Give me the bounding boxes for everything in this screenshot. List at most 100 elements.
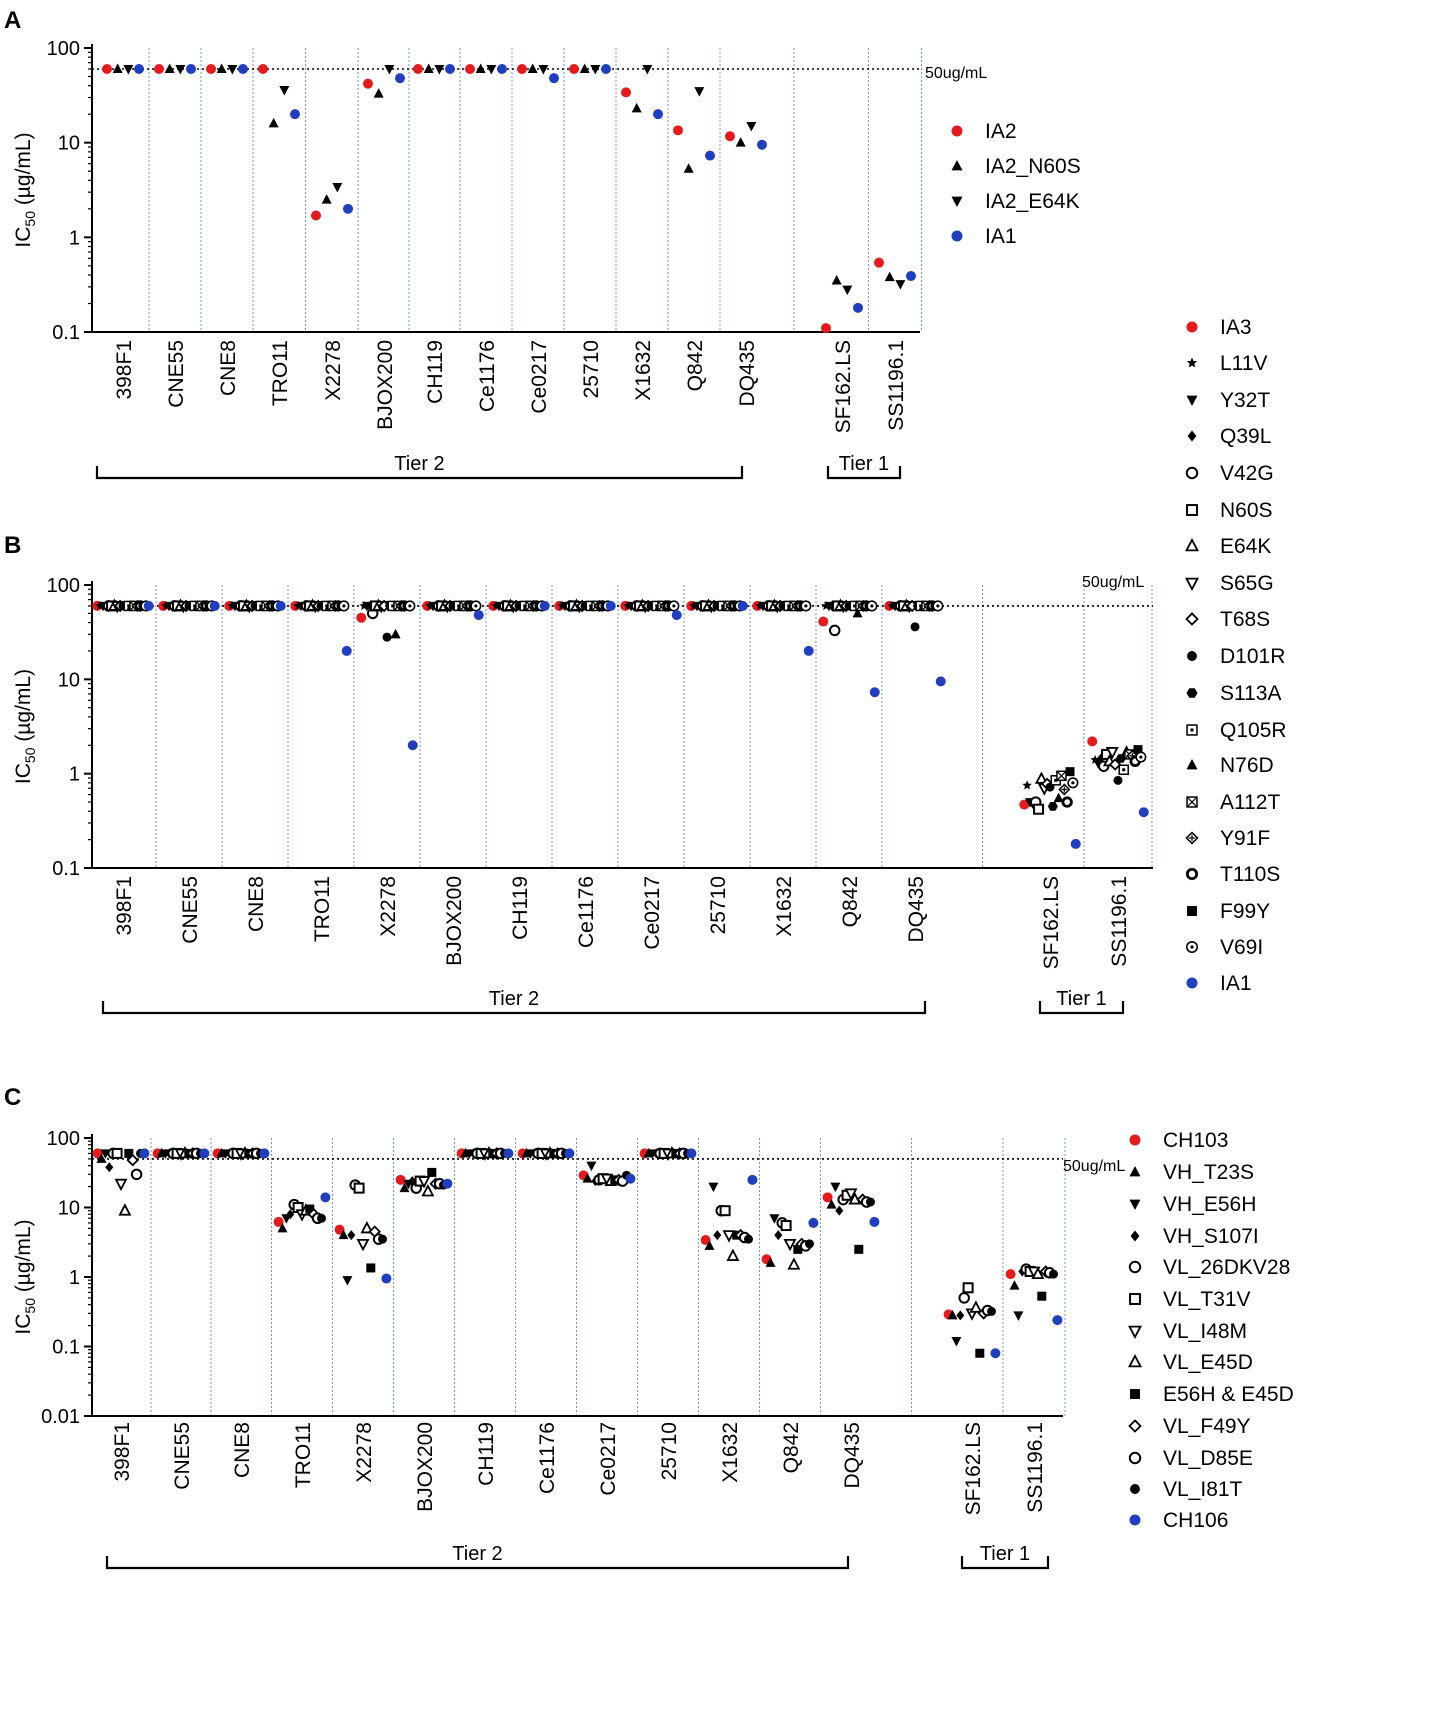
legend-marker <box>951 196 963 208</box>
reference-line-label: 50ug/mL <box>1082 574 1144 591</box>
panel-A: A 0.1 1 10 100 IC50 (µg/mL) 50ug/mL 398F1 CNE55 C… <box>4 7 1081 480</box>
legend-marker <box>1128 1354 1142 1368</box>
data-point-ia2-n60s <box>683 163 694 173</box>
data-point-vl-i48m <box>114 1178 128 1192</box>
legend-marker <box>1128 1419 1142 1433</box>
legend-marker <box>1185 538 1199 552</box>
data-point-s113a <box>1047 802 1058 811</box>
data-point-ia2-n60s <box>164 63 175 74</box>
data-point-f99y <box>1065 767 1075 777</box>
data-point-ia1 <box>445 64 455 75</box>
panel-letter: B <box>4 532 21 559</box>
x-tick-label: BJOX200 <box>374 340 397 430</box>
data-point-ch106 <box>320 1192 331 1203</box>
data-point-t68s <box>1108 758 1122 771</box>
data-point-ch106 <box>808 1217 819 1228</box>
data-point-ia2 <box>258 64 268 75</box>
legend-label: VL_I48M <box>1163 1320 1247 1343</box>
data-point-d101r <box>910 622 920 632</box>
data-point-ia2-n60s <box>527 63 538 74</box>
data-point-vh-t23s <box>765 1257 776 1267</box>
data-point-ia2 <box>154 64 164 75</box>
legend-label: D101R <box>1220 645 1285 668</box>
data-point-ia1 <box>407 740 418 751</box>
group-bracket <box>826 466 902 480</box>
legend-label: A112T <box>1220 791 1280 814</box>
x-tick-label: TRO11 <box>269 340 292 406</box>
data-point-d101r <box>382 632 392 642</box>
x-tick-label: X2278 <box>322 340 345 401</box>
data-point-ia1 <box>186 64 196 75</box>
data-point-vl-t31v <box>962 1282 974 1294</box>
legend-marker <box>1186 688 1198 698</box>
legend-label: IA1 <box>985 225 1017 248</box>
data-point-vh-e56h <box>769 1214 780 1224</box>
data-point-ia2-e64k <box>279 86 290 96</box>
data-point-ch106 <box>1052 1315 1063 1326</box>
data-point-ia1 <box>869 687 880 698</box>
data-point-vh-s107i <box>105 1162 114 1173</box>
data-point-l11v <box>1022 780 1032 790</box>
data-point-ia2-e64k <box>694 87 705 97</box>
data-point-e56h-e45d <box>427 1167 437 1177</box>
legend-label: IA2_E64K <box>985 190 1080 213</box>
legend-label: T68S <box>1220 608 1270 631</box>
data-point-ia2 <box>206 64 216 75</box>
x-tick-label: 398F1 <box>113 876 136 936</box>
data-point-ia2 <box>311 210 321 221</box>
data-point-n76d <box>852 607 863 618</box>
data-point-ch103 <box>273 1216 284 1227</box>
legend-label: Q105R <box>1220 719 1287 742</box>
data-point-ch103 <box>822 1192 833 1203</box>
y-tick-label: 0.1 <box>52 322 80 344</box>
data-point-vh-t23s <box>947 1309 958 1320</box>
y-label-unit: (µg/mL) <box>12 132 35 211</box>
legend-marker <box>1185 577 1199 591</box>
y-tick-label: 0.1 <box>52 1337 80 1359</box>
x-tick-label: SF162.LS <box>832 340 855 433</box>
data-point-ia2 <box>874 257 884 268</box>
data-point-ia2-e64k <box>590 65 601 75</box>
data-point-e56h-e45d <box>975 1348 985 1358</box>
data-point-ia1 <box>757 139 767 150</box>
y-label-main: IC <box>12 227 35 248</box>
legend-marker <box>1130 1230 1140 1242</box>
group-label: Tier 2 <box>452 1543 502 1565</box>
data-point-vl-i48m <box>356 1238 370 1252</box>
data-point-vl-e45d <box>360 1220 374 1234</box>
data-point-vl-i48m <box>783 1238 797 1252</box>
data-point-vh-t23s <box>826 1199 837 1209</box>
y-axis-label: IC50 (µg/mL) <box>12 132 38 247</box>
group-bracket <box>95 466 744 480</box>
legend-label: Y32T <box>1220 389 1270 412</box>
data-point-ch106 <box>381 1273 392 1284</box>
x-tick-label: CNE8 <box>217 340 240 396</box>
legend-label: S113A <box>1220 682 1282 705</box>
x-tick-label: CNE55 <box>165 340 188 408</box>
x-tick-label: Ce1176 <box>536 1422 559 1494</box>
data-point-e56h-e45d <box>124 1148 134 1158</box>
data-point-ia2-e64k <box>895 280 906 290</box>
data-point-ia2-n60s <box>423 63 434 74</box>
legend-marker <box>1186 357 1198 368</box>
x-tick-label: X1632 <box>719 1422 742 1483</box>
legend-marker <box>951 230 963 242</box>
group-bracket <box>1038 1001 1125 1015</box>
y-tick-label: 10 <box>58 1198 80 1220</box>
data-point-vh-s107i <box>347 1230 356 1241</box>
x-tick-label: SS1196.1 <box>1024 1422 1047 1513</box>
data-point-ia2-n60s <box>373 88 384 98</box>
legend-label: VL_26DKV28 <box>1163 1256 1290 1279</box>
y-label-main: IC <box>12 763 35 784</box>
data-point-ia3 <box>1019 799 1030 810</box>
x-tick-label: 398F1 <box>113 340 136 400</box>
data-point-ia1 <box>705 150 715 161</box>
data-point-ch106 <box>442 1178 453 1189</box>
data-point-ia1 <box>134 64 144 75</box>
legend-marker <box>951 159 963 171</box>
data-point-ia1 <box>671 610 682 621</box>
data-point-vl-t31v <box>780 1220 792 1232</box>
legend-label: Y91F <box>1220 827 1270 850</box>
legend-marker <box>1186 504 1198 516</box>
